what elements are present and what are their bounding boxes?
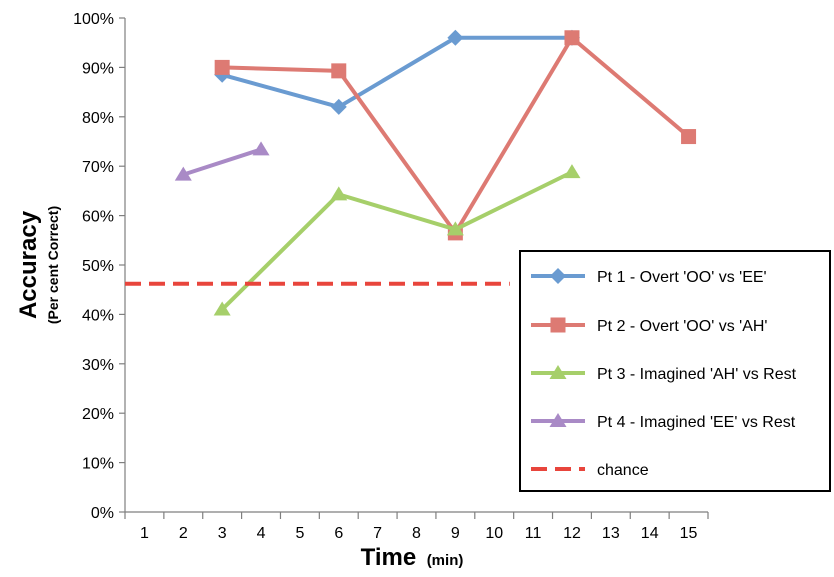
x-tick-label: 13 — [602, 525, 620, 542]
series-line — [220, 170, 573, 311]
series-line — [182, 147, 262, 177]
y-tick-label: 90% — [82, 60, 114, 77]
legend: Pt 1 - Overt 'OO' vs 'EE' Pt 2 - Overt 'O… — [519, 250, 831, 492]
x-ticks: 1 2 3 4 5 6 7 8 9 10 11 12 13 14 15 — [124, 512, 709, 542]
x-tick-label: 2 — [179, 525, 188, 542]
x-tick-label: 8 — [412, 525, 421, 542]
x-tick-label: 11 — [525, 525, 542, 542]
y-tick-label: 20% — [82, 406, 114, 423]
data-point — [564, 30, 580, 46]
data-point — [446, 221, 464, 236]
y-tick-label: 0% — [91, 505, 114, 522]
data-point — [563, 164, 581, 179]
x-axis-title: Time (min) — [361, 544, 464, 571]
data-point — [174, 166, 192, 181]
series-pt-3-imagined-ah-vs-rest — [213, 164, 581, 316]
legend-swatch-marker — [549, 365, 567, 379]
data-point — [330, 98, 347, 115]
legend-swatch-marker — [550, 268, 566, 284]
legend-swatch-marker — [550, 317, 566, 333]
x-tick-label: 15 — [680, 525, 698, 542]
x-tick-label: 5 — [295, 525, 304, 542]
y-tick-label: 100% — [73, 11, 114, 28]
x-axis-title-unit: (min) — [427, 552, 464, 569]
legend-label: Pt 3 - Imagined 'AH' vs Rest — [597, 366, 797, 383]
y-tick-label: 10% — [82, 456, 114, 473]
legend-label: chance — [597, 462, 649, 479]
series-line — [221, 35, 572, 109]
y-axis-title: Accuracy — [15, 210, 42, 319]
series-pt-2-overt-oo-vs-ah — [214, 30, 697, 241]
data-point — [681, 129, 697, 145]
x-tick-label: 4 — [257, 525, 266, 542]
series-pt-4-imagined-ee-vs-rest — [174, 141, 270, 181]
x-tick-label: 1 — [140, 525, 149, 542]
y-tick-label: 80% — [82, 110, 114, 127]
y-tick-label: 50% — [82, 258, 114, 275]
data-point — [331, 63, 347, 79]
x-tick-label: 14 — [641, 525, 659, 542]
series-line — [222, 35, 690, 235]
x-tick-label: 7 — [373, 525, 382, 542]
x-tick-label: 9 — [451, 525, 460, 542]
x-tick-label: 3 — [218, 525, 227, 542]
y-tick-label: 30% — [82, 357, 114, 374]
x-tick-label: 10 — [485, 525, 503, 542]
series-layer — [125, 29, 697, 316]
y-tick-label: 70% — [82, 159, 114, 176]
data-point — [213, 301, 231, 316]
legend-items: Pt 1 - Overt 'OO' vs 'EE' Pt 2 - Overt 'O… — [531, 268, 797, 479]
data-point — [330, 186, 348, 201]
y-axis-subtitle: (Per cent Correct) — [45, 206, 61, 324]
data-point — [214, 59, 230, 75]
data-point — [252, 141, 270, 156]
data-point — [447, 29, 464, 46]
legend-swatch-marker — [549, 413, 567, 427]
legend-label: Pt 1 - Overt 'OO' vs 'EE' — [597, 269, 767, 286]
y-tick-label: 40% — [82, 307, 114, 324]
x-axis-title-main: Time — [361, 544, 417, 571]
series-pt-1-overt-oo-vs-ee — [214, 29, 580, 115]
legend-label: Pt 2 - Overt 'OO' vs 'AH' — [597, 318, 767, 335]
x-tick-label: 12 — [563, 525, 581, 542]
y-ticks: 0% 10% 20% 30% 40% 50% 60% 70% 80% 90% 100% — [73, 11, 125, 522]
legend-label: Pt 4 - Imagined 'EE' vs Rest — [597, 414, 796, 431]
x-tick-label: 6 — [334, 525, 343, 542]
y-tick-label: 60% — [82, 209, 114, 226]
